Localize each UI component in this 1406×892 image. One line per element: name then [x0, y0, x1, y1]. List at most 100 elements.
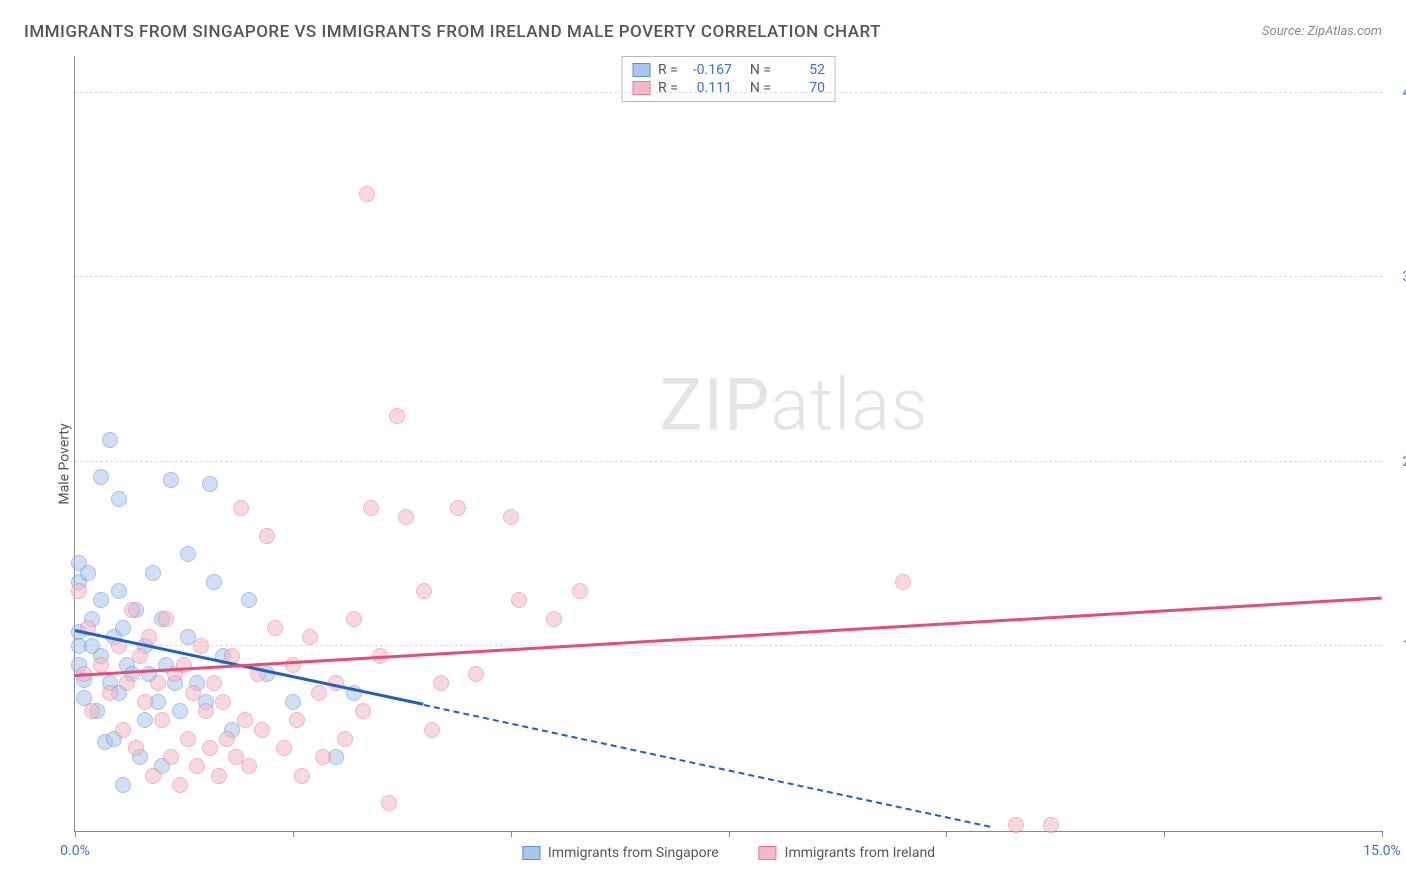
- data-point: [468, 666, 484, 682]
- data-point: [124, 602, 140, 618]
- data-point: [193, 638, 209, 654]
- data-point: [115, 777, 131, 793]
- data-point: [450, 500, 466, 516]
- trend-line: [75, 596, 1382, 676]
- data-point: [424, 722, 440, 738]
- stats-n-label: N =: [750, 62, 771, 78]
- x-tick: [946, 831, 947, 837]
- data-point: [163, 472, 179, 488]
- x-tick-label: 15.0%: [1363, 843, 1401, 859]
- data-point: [115, 620, 131, 636]
- x-tick: [1382, 831, 1383, 837]
- data-point: [145, 565, 161, 581]
- trend-line: [423, 704, 990, 828]
- x-tick: [511, 831, 512, 837]
- gridline: [75, 645, 1382, 646]
- data-point: [185, 685, 201, 701]
- data-point: [154, 712, 170, 728]
- data-point: [359, 186, 375, 202]
- stats-n-label: N =: [750, 80, 771, 96]
- data-point: [211, 768, 227, 784]
- data-point: [254, 722, 270, 738]
- data-point: [355, 703, 371, 719]
- x-tick: [75, 831, 76, 837]
- x-tick-label: 0.0%: [60, 843, 90, 859]
- legend-item: Immigrants from Ireland: [759, 845, 935, 861]
- stats-r-value: 0.111: [686, 80, 732, 96]
- data-point: [119, 675, 135, 691]
- watermark: ZIPatlas: [659, 362, 928, 447]
- x-tick: [293, 831, 294, 837]
- data-point: [206, 574, 222, 590]
- stats-r-label: R =: [658, 80, 678, 96]
- data-point: [416, 583, 432, 599]
- y-tick-label: 40.0%: [1386, 85, 1406, 101]
- stats-row: R = 0.111 N = 70: [632, 79, 825, 97]
- data-point: [111, 583, 127, 599]
- data-point: [289, 712, 305, 728]
- data-point: [158, 611, 174, 627]
- data-point: [202, 740, 218, 756]
- data-point: [180, 546, 196, 562]
- x-tick: [729, 831, 730, 837]
- data-point: [198, 703, 214, 719]
- data-point: [93, 592, 109, 608]
- data-point: [241, 758, 257, 774]
- data-point: [206, 675, 222, 691]
- data-point: [71, 583, 87, 599]
- data-point: [363, 500, 379, 516]
- stats-n-value: 52: [779, 62, 825, 78]
- data-point: [315, 749, 331, 765]
- data-point: [895, 574, 911, 590]
- data-point: [202, 476, 218, 492]
- stats-n-value: 70: [779, 80, 825, 96]
- data-point: [189, 758, 205, 774]
- stats-r-label: R =: [658, 62, 678, 78]
- data-point: [237, 712, 253, 728]
- legend-swatch: [522, 846, 540, 860]
- data-point: [137, 712, 153, 728]
- data-point: [1043, 817, 1059, 833]
- data-point: [172, 703, 188, 719]
- stats-r-value: -0.167: [686, 62, 732, 78]
- data-point: [276, 740, 292, 756]
- legend-label: Immigrants from Ireland: [785, 845, 935, 861]
- data-point: [132, 648, 148, 664]
- data-point: [389, 408, 405, 424]
- stats-row: R = -0.167 N = 52: [632, 61, 825, 79]
- data-point: [111, 491, 127, 507]
- data-point: [233, 500, 249, 516]
- y-tick-label: 20.0%: [1386, 454, 1406, 470]
- data-point: [102, 685, 118, 701]
- chart-container: Male Poverty ZIPatlas R = -0.167 N = 52 R = 0…: [24, 56, 1382, 872]
- data-point: [145, 768, 161, 784]
- data-point: [285, 657, 301, 673]
- data-point: [93, 469, 109, 485]
- gridline: [75, 276, 1382, 277]
- legend-swatch: [632, 63, 650, 77]
- data-point: [176, 657, 192, 673]
- watermark-thin: atlas: [770, 362, 928, 447]
- series-legend: Immigrants from SingaporeImmigrants from…: [522, 845, 935, 861]
- plot-area: ZIPatlas R =-0.167N =52R =0.111N =70 Imm…: [74, 56, 1382, 832]
- data-point: [180, 731, 196, 747]
- data-point: [172, 777, 188, 793]
- data-point: [337, 731, 353, 747]
- y-tick-label: 10.0%: [1386, 638, 1406, 654]
- data-point: [115, 722, 131, 738]
- data-point: [150, 675, 166, 691]
- data-point: [294, 768, 310, 784]
- data-point: [137, 694, 153, 710]
- data-point: [285, 694, 301, 710]
- data-point: [267, 620, 283, 636]
- data-point: [84, 703, 100, 719]
- data-point: [241, 592, 257, 608]
- data-point: [546, 611, 562, 627]
- x-tick: [1164, 831, 1165, 837]
- y-axis-label: Male Poverty: [57, 423, 73, 504]
- watermark-bold: ZIP: [659, 362, 770, 447]
- data-point: [215, 694, 231, 710]
- source-attribution: Source: ZipAtlas.com: [1262, 24, 1382, 39]
- data-point: [346, 611, 362, 627]
- data-point: [1008, 817, 1024, 833]
